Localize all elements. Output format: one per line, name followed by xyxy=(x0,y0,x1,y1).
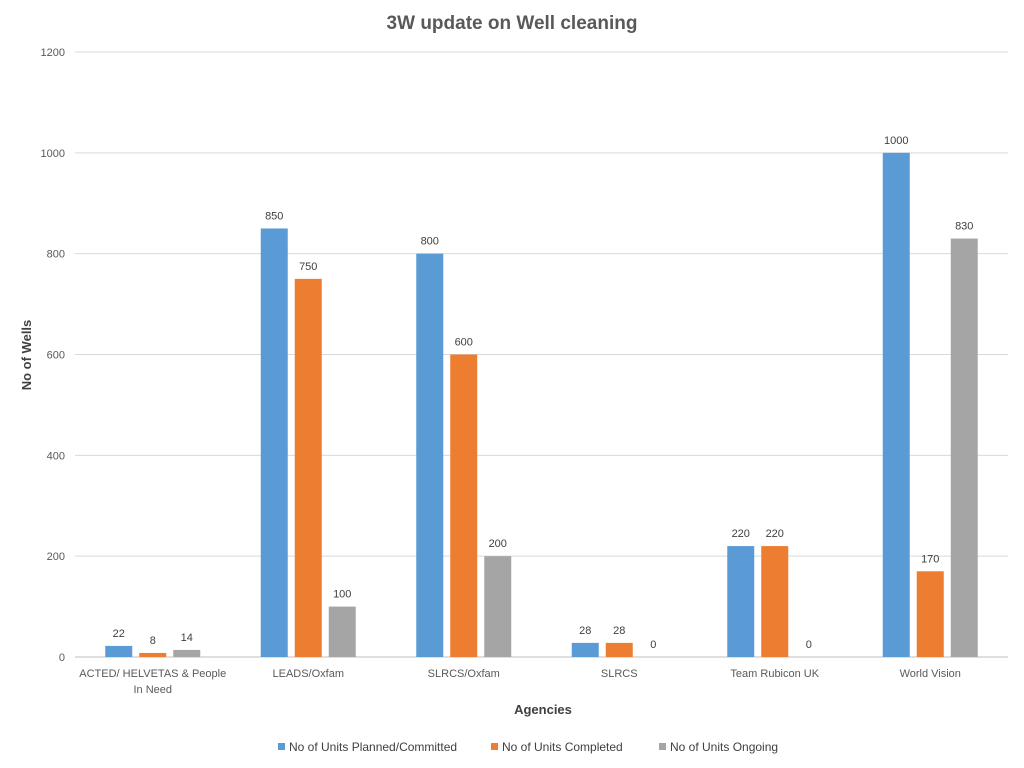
data-label: 28 xyxy=(579,625,591,637)
x-axis-ticks: ACTED/ HELVETAS & People In Need LEADS/Oxf… xyxy=(79,668,961,696)
y-axis-ticks: 0 200 400 600 800 1000 1200 xyxy=(41,47,65,664)
bar xyxy=(916,571,944,657)
x-axis-title: Agencies xyxy=(514,702,572,717)
bar xyxy=(950,238,978,657)
data-label: 850 xyxy=(265,210,283,222)
bar xyxy=(173,649,201,657)
bars xyxy=(105,152,978,658)
y-axis-title: No of Wells xyxy=(19,320,34,391)
data-label: 800 xyxy=(421,236,439,248)
bar xyxy=(484,556,512,657)
y-tick-label: 1200 xyxy=(41,47,65,59)
y-tick-label: 600 xyxy=(47,350,65,362)
x-tick-label: ACTED/ HELVETAS & People xyxy=(79,668,226,680)
bar xyxy=(882,152,910,658)
legend: No of Units Planned/Committed No of Units… xyxy=(278,740,778,754)
data-label: 830 xyxy=(955,221,973,233)
bar xyxy=(416,253,444,657)
x-tick-label: SLRCS/Oxfam xyxy=(428,668,500,680)
y-tick-label: 200 xyxy=(47,551,65,563)
x-tick-label: Team Rubicon UK xyxy=(730,668,819,680)
data-label: 220 xyxy=(766,528,784,540)
data-label: 14 xyxy=(181,632,193,644)
data-label: 200 xyxy=(489,538,507,550)
legend-swatch xyxy=(491,743,498,750)
bar xyxy=(294,278,322,657)
data-label: 22 xyxy=(113,628,125,640)
y-tick-label: 1000 xyxy=(41,148,65,160)
gridlines xyxy=(75,51,1008,658)
data-label: 100 xyxy=(333,589,351,601)
bar xyxy=(450,354,478,657)
data-label: 1000 xyxy=(884,135,908,147)
x-tick-label: In Need xyxy=(133,684,172,696)
data-label: 750 xyxy=(299,261,317,273)
bar xyxy=(761,546,789,657)
legend-swatch xyxy=(659,743,666,750)
bar xyxy=(605,642,633,657)
data-labels: 22 8 14 850 750 100 800 600 200 28 28 0 220 220 0 1000 1… xyxy=(113,135,974,651)
bar xyxy=(571,642,599,657)
bar xyxy=(139,652,167,657)
bar xyxy=(260,228,288,658)
y-tick-label: 800 xyxy=(47,249,65,261)
x-tick-label: SLRCS xyxy=(601,668,638,680)
data-label: 0 xyxy=(806,639,812,651)
data-label: 8 xyxy=(150,635,156,647)
bar xyxy=(328,606,356,657)
legend-label: No of Units Completed xyxy=(502,740,623,754)
chart-title: 3W update on Well cleaning xyxy=(387,13,638,34)
bar xyxy=(727,546,755,657)
y-tick-label: 400 xyxy=(47,450,65,462)
data-label: 220 xyxy=(732,528,750,540)
data-label: 600 xyxy=(455,337,473,349)
x-tick-label: LEADS/Oxfam xyxy=(272,668,344,680)
data-label: 170 xyxy=(921,553,939,565)
data-label: 28 xyxy=(613,625,625,637)
legend-label: No of Units Planned/Committed xyxy=(289,740,457,754)
data-label: 0 xyxy=(650,639,656,651)
y-tick-label: 0 xyxy=(59,652,65,664)
bar xyxy=(105,645,133,657)
x-tick-label: World Vision xyxy=(900,668,961,680)
legend-swatch xyxy=(278,743,285,750)
legend-label: No of Units Ongoing xyxy=(670,740,778,754)
